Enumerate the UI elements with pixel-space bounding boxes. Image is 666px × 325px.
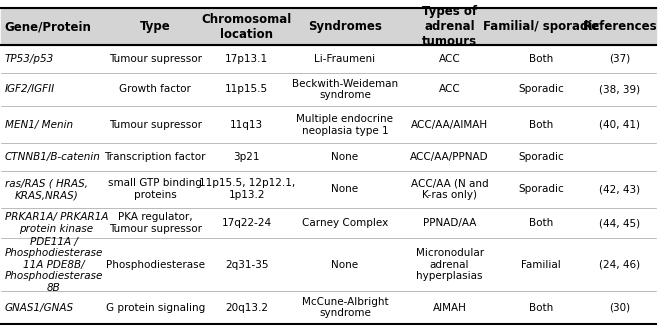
Text: PKA regulator,
Tumour supressor: PKA regulator, Tumour supressor: [109, 212, 202, 234]
Text: (42, 43): (42, 43): [599, 184, 640, 194]
Text: McCune-Albright
syndrome: McCune-Albright syndrome: [302, 297, 388, 318]
Text: Both: Both: [529, 303, 553, 313]
Text: Transcription factor: Transcription factor: [105, 152, 206, 162]
Text: Growth factor: Growth factor: [119, 84, 191, 95]
Text: Tumour supressor: Tumour supressor: [109, 54, 202, 64]
Text: Chromosomal
location: Chromosomal location: [202, 13, 292, 41]
Text: Both: Both: [529, 54, 553, 64]
Text: Li-Fraumeni: Li-Fraumeni: [314, 54, 376, 64]
Text: Sporadic: Sporadic: [518, 184, 564, 194]
Text: 17q22-24: 17q22-24: [222, 218, 272, 228]
Text: ACC/AA (N and
K-ras only): ACC/AA (N and K-ras only): [411, 178, 488, 200]
Text: 20q13.2: 20q13.2: [225, 303, 268, 313]
Text: Multiple endocrine
neoplasia type 1: Multiple endocrine neoplasia type 1: [296, 114, 394, 136]
Text: 11q13: 11q13: [230, 120, 263, 130]
Text: ACC: ACC: [439, 54, 460, 64]
Text: CTNNB1/B-catenin: CTNNB1/B-catenin: [5, 152, 101, 162]
Text: Tumour supressor: Tumour supressor: [109, 120, 202, 130]
Text: (40, 41): (40, 41): [599, 120, 640, 130]
Text: Types of
adrenal
tumours: Types of adrenal tumours: [422, 5, 477, 48]
Text: Micronodular
adrenal
hyperplasias: Micronodular adrenal hyperplasias: [416, 248, 484, 281]
Text: Gene/Protein: Gene/Protein: [5, 20, 91, 33]
Text: AIMAH: AIMAH: [433, 303, 466, 313]
Text: G protein signaling: G protein signaling: [105, 303, 204, 313]
Text: None: None: [331, 260, 358, 270]
Text: 11p15.5, 12p12.1,
1p13.2: 11p15.5, 12p12.1, 1p13.2: [198, 178, 295, 200]
Text: Sporadic: Sporadic: [518, 84, 564, 95]
Text: ACC: ACC: [439, 84, 460, 95]
Text: None: None: [331, 152, 358, 162]
Text: PRKAR1A/ PRKAR1A
protein kinase: PRKAR1A/ PRKAR1A protein kinase: [5, 212, 108, 234]
Text: Familial: Familial: [521, 260, 561, 270]
Text: Familial/ sporadic: Familial/ sporadic: [483, 20, 599, 33]
Text: None: None: [331, 184, 358, 194]
Text: (44, 45): (44, 45): [599, 218, 640, 228]
Text: Beckwith-Weideman
syndrome: Beckwith-Weideman syndrome: [292, 79, 398, 100]
Text: (38, 39): (38, 39): [599, 84, 640, 95]
Text: (30): (30): [609, 303, 630, 313]
Text: ras/RAS ( HRAS,
KRAS,NRAS): ras/RAS ( HRAS, KRAS,NRAS): [5, 178, 88, 200]
Text: TP53/p53: TP53/p53: [5, 54, 54, 64]
Text: Carney Complex: Carney Complex: [302, 218, 388, 228]
Text: (37): (37): [609, 54, 630, 64]
Text: IGF2/IGFII: IGF2/IGFII: [5, 84, 55, 95]
Text: (24, 46): (24, 46): [599, 260, 640, 270]
Text: PPNAD/AA: PPNAD/AA: [423, 218, 476, 228]
Text: MEN1/ Menin: MEN1/ Menin: [5, 120, 73, 130]
Text: GNAS1/GNAS: GNAS1/GNAS: [5, 303, 74, 313]
Text: Syndromes: Syndromes: [308, 20, 382, 33]
Text: ACC/AA/PPNAD: ACC/AA/PPNAD: [410, 152, 489, 162]
Text: Sporadic: Sporadic: [518, 152, 564, 162]
Text: 17p13.1: 17p13.1: [225, 54, 268, 64]
Text: Type: Type: [140, 20, 170, 33]
Text: Phosphodiesterase: Phosphodiesterase: [106, 260, 204, 270]
Text: 11p15.5: 11p15.5: [225, 84, 268, 95]
Text: Both: Both: [529, 218, 553, 228]
Text: 2q31-35: 2q31-35: [225, 260, 268, 270]
Text: Both: Both: [529, 120, 553, 130]
Text: ACC/AA/AIMAH: ACC/AA/AIMAH: [411, 120, 488, 130]
Text: 3p21: 3p21: [234, 152, 260, 162]
Text: References: References: [582, 20, 657, 33]
Text: PDE11A /
Phosphodiesterase
11A PDE8B/
Phosphodiesterase
8B: PDE11A / Phosphodiesterase 11A PDE8B/ Ph…: [5, 237, 103, 293]
Text: small GTP binding
proteins: small GTP binding proteins: [108, 178, 202, 200]
